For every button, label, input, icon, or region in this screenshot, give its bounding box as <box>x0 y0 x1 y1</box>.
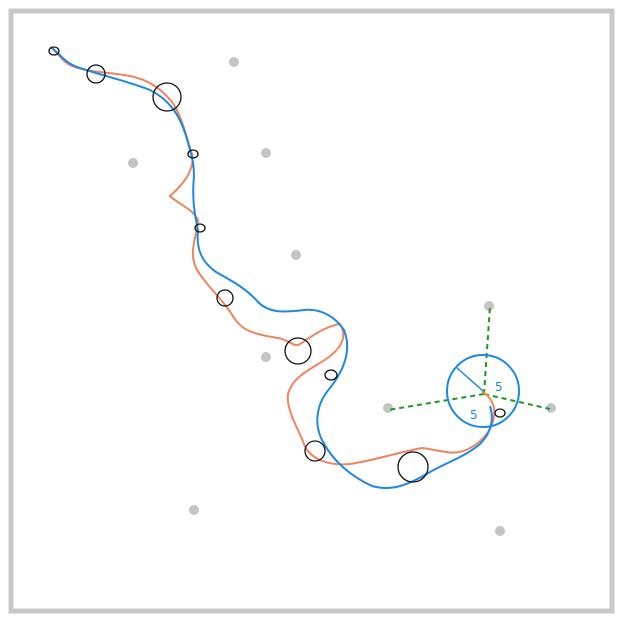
sensor-ray <box>387 393 485 411</box>
landmark-dot <box>495 526 505 536</box>
landmark-dot <box>261 352 271 362</box>
waypoint-ring <box>494 408 506 418</box>
landmark-dot <box>189 505 199 515</box>
landmark-dot <box>484 301 494 311</box>
waypoint-ring <box>48 46 60 56</box>
sensor-label: 5 <box>495 380 503 394</box>
sensor-marker: 5 5 <box>446 354 520 428</box>
sensor-ring <box>446 354 520 428</box>
waypoint-ring <box>194 223 206 233</box>
sensor-label: 5 <box>470 408 478 422</box>
landmark-dot <box>261 148 271 158</box>
landmark-dot <box>291 250 301 260</box>
landmark-dot <box>383 403 393 413</box>
waypoint-ring <box>304 440 326 462</box>
landmark-dot <box>128 158 138 168</box>
waypoint-ring <box>216 289 234 307</box>
predicted-path <box>51 47 493 490</box>
sensor-ray <box>483 393 551 410</box>
waypoint-ring <box>86 64 106 84</box>
sensor-ray <box>483 305 491 395</box>
waypoints <box>48 46 506 483</box>
frame-border <box>8 8 615 614</box>
landmark-dot <box>546 403 556 413</box>
sensor-rays <box>387 305 551 411</box>
waypoint-ring <box>397 451 429 483</box>
landmark-dot <box>229 57 239 67</box>
waypoint-ring <box>187 149 199 159</box>
landmarks <box>128 57 556 536</box>
waypoint-ring <box>324 369 338 381</box>
sensor-radius-line <box>455 366 484 392</box>
reference-path <box>49 46 496 466</box>
waypoint-ring <box>152 82 182 112</box>
waypoint-ring <box>284 337 312 365</box>
